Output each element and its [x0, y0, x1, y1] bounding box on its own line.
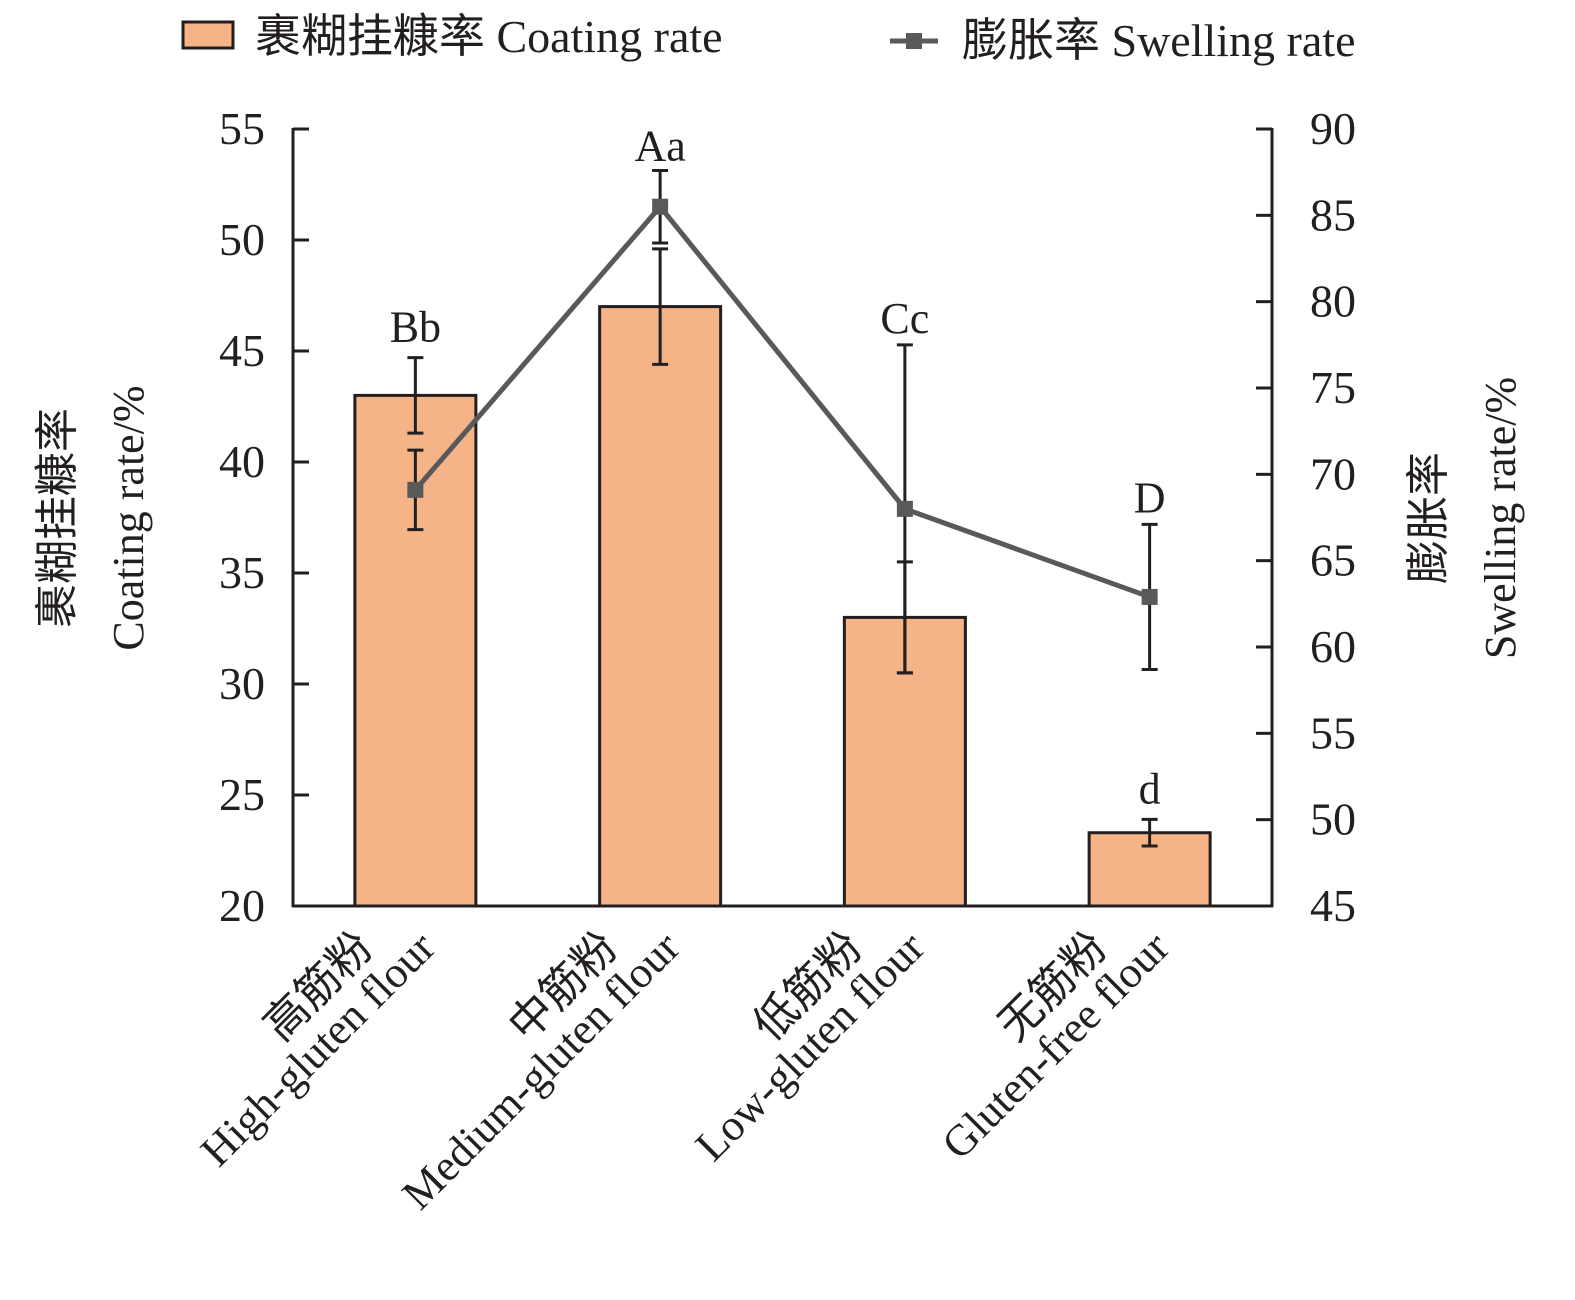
- left-axis-title-en: Coating rate/%: [104, 385, 153, 650]
- significance-label: D: [1134, 473, 1166, 522]
- swelling-line-layer: [407, 168, 1158, 675]
- right-tick-label: 65: [1310, 535, 1356, 586]
- left-tick-label: 25: [219, 769, 265, 820]
- category-label-en: Medium-gluten flour: [393, 922, 690, 1219]
- bar-coating-rate: [598, 305, 723, 908]
- significance-label: d: [1139, 764, 1161, 813]
- legend: 裹糊挂糠率 Coating rate 膨胀率 Swelling rate: [181, 11, 1356, 66]
- right-tick-label: 80: [1310, 276, 1356, 327]
- right-ticks: 45 50 55 60 65 70 75 80 85 90: [1256, 103, 1356, 931]
- left-tick-label: 35: [219, 547, 265, 598]
- left-tick-label: 45: [219, 325, 265, 376]
- right-axis-title-en: Swelling rate/%: [1476, 377, 1525, 659]
- legend-label-swelling-rate: 膨胀率 Swelling rate: [962, 15, 1356, 66]
- left-axis-title-zh: 裹糊挂糠率: [33, 408, 82, 628]
- right-tick-label: 55: [1310, 707, 1356, 758]
- swelling-rate-marker: [1141, 588, 1158, 605]
- significance-labels: Bb Aa Cc Dd: [390, 121, 1166, 813]
- significance-label: Cc: [880, 294, 929, 343]
- left-ticks: 20 25 30 35 40 45 50 55: [219, 103, 309, 931]
- swelling-rate-marker: [896, 500, 913, 517]
- significance-label: Aa: [634, 121, 685, 170]
- left-tick-label: 20: [219, 880, 265, 931]
- right-tick-label: 75: [1310, 362, 1356, 413]
- swelling-rate-marker: [407, 481, 424, 498]
- swelling-rate-line: [413, 202, 1151, 600]
- legend-marker-swelling-rate: [906, 33, 922, 49]
- right-tick-label: 50: [1310, 794, 1356, 845]
- left-tick-label: 40: [219, 436, 265, 487]
- right-tick-label: 70: [1310, 448, 1356, 499]
- left-tick-label: 55: [219, 103, 265, 154]
- bars: [353, 305, 1212, 908]
- right-tick-label: 45: [1310, 880, 1356, 931]
- legend-label-coating-rate: 裹糊挂糠率 Coating rate: [255, 11, 723, 62]
- right-tick-label: 85: [1310, 189, 1356, 240]
- right-axis-title-zh: 膨胀率: [1404, 452, 1453, 584]
- bar-coating-rate: [353, 393, 478, 908]
- swelling-rate-marker: [652, 198, 669, 215]
- right-tick-label: 90: [1310, 103, 1356, 154]
- significance-label: Bb: [390, 303, 441, 352]
- right-tick-label: 60: [1310, 621, 1356, 672]
- bar-error-bars: [407, 247, 1158, 848]
- left-tick-label: 30: [219, 658, 265, 709]
- legend-swatch-coating-rate: [181, 20, 235, 50]
- left-tick-label: 50: [219, 214, 265, 265]
